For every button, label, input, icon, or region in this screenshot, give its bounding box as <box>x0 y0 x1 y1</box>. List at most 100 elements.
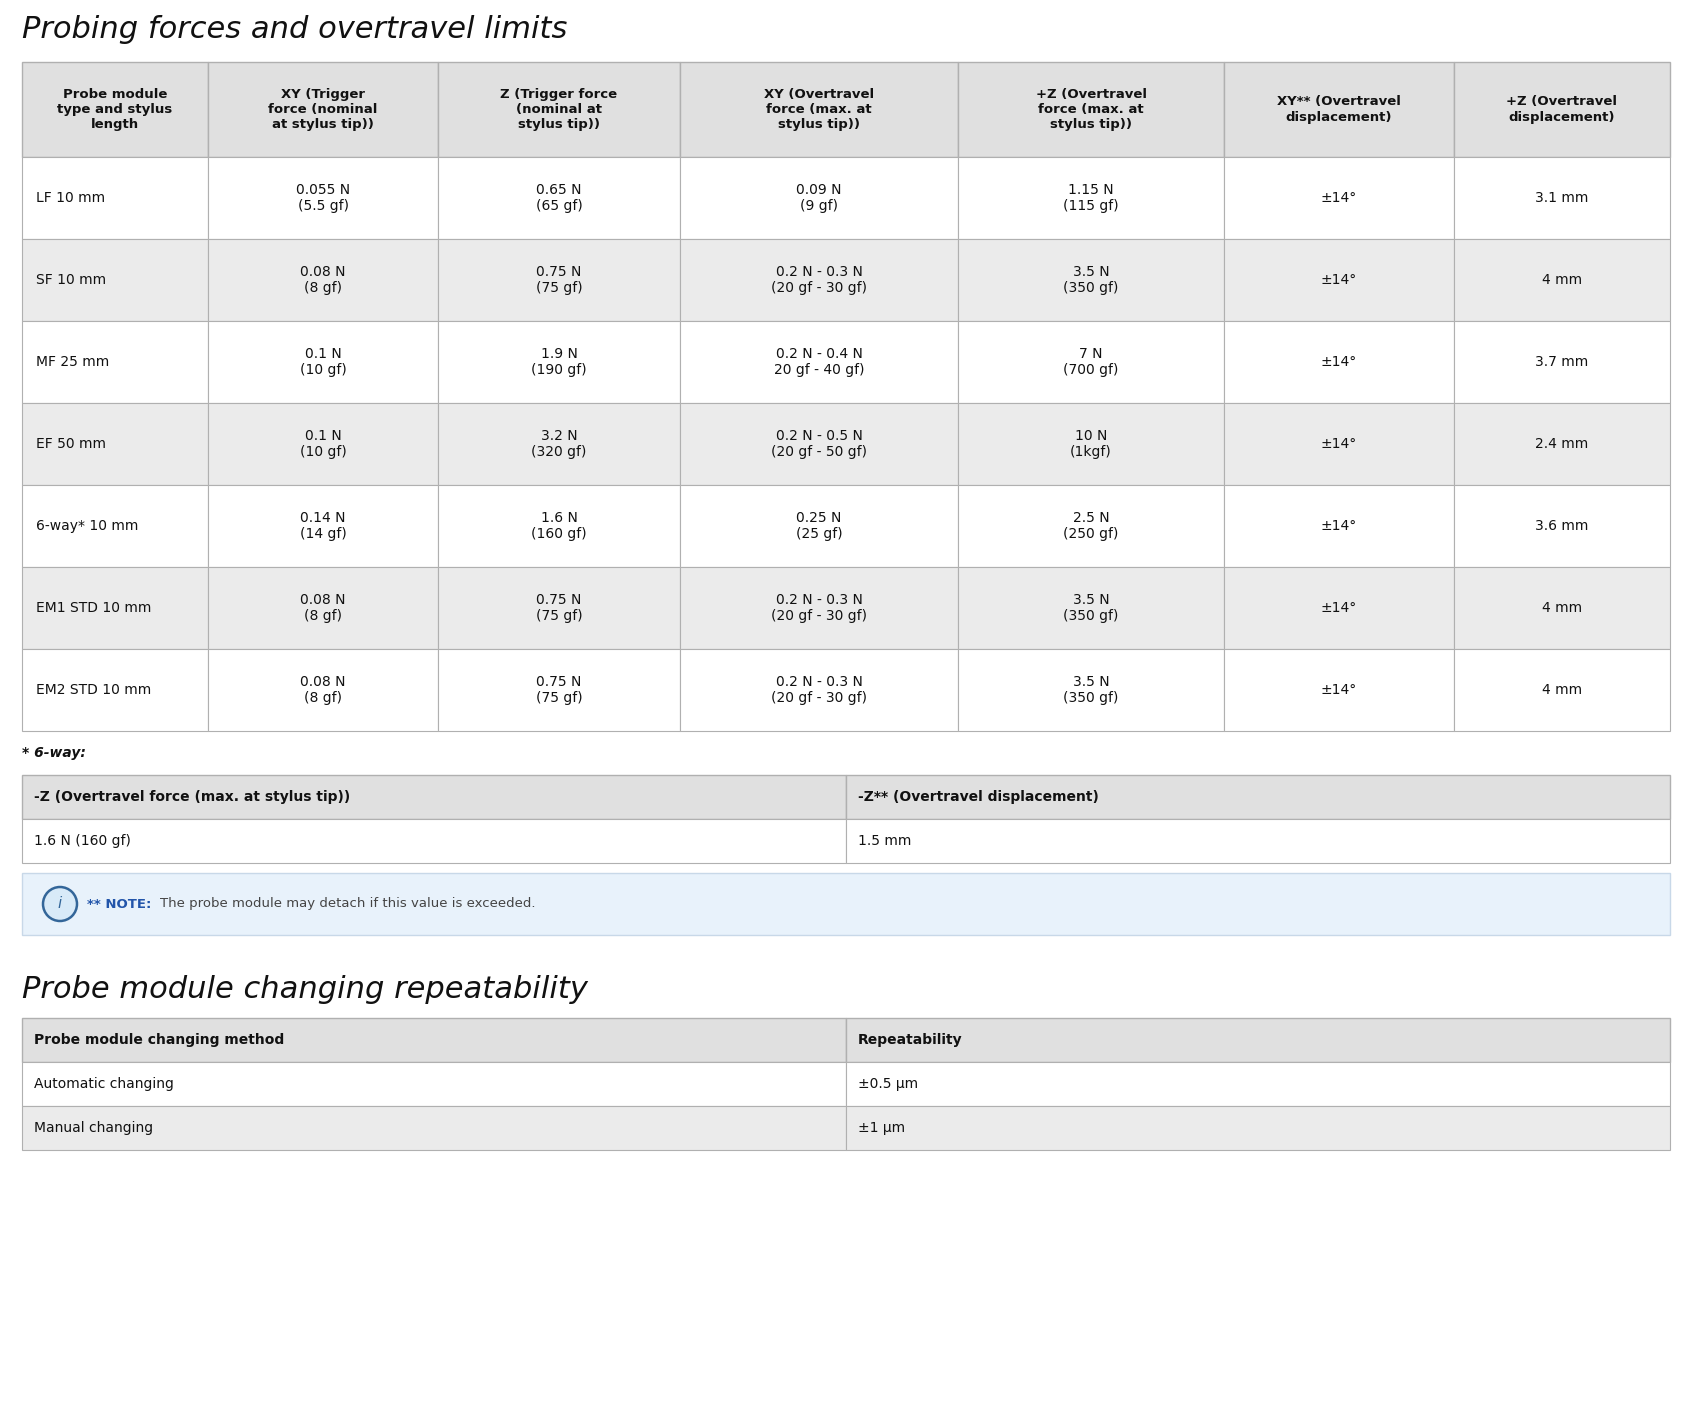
Bar <box>680 403 958 485</box>
Bar <box>958 485 1223 567</box>
Bar <box>208 320 438 403</box>
Text: 3.7 mm: 3.7 mm <box>1535 354 1589 369</box>
Text: 3.2 N
(320 gf): 3.2 N (320 gf) <box>531 428 587 459</box>
Text: 0.2 N - 0.3 N
(20 gf - 30 gf): 0.2 N - 0.3 N (20 gf - 30 gf) <box>772 675 866 705</box>
Text: EF 50 mm: EF 50 mm <box>36 437 107 451</box>
Bar <box>208 62 438 157</box>
Text: 1.6 N (160 gf): 1.6 N (160 gf) <box>34 834 130 848</box>
Bar <box>958 649 1223 732</box>
Text: Probe module changing repeatability: Probe module changing repeatability <box>22 976 587 1004</box>
Bar <box>680 567 958 649</box>
Text: XY (Trigger
force (nominal
at stylus tip)): XY (Trigger force (nominal at stylus tip… <box>269 88 377 130</box>
Text: ±14°: ±14° <box>1321 683 1357 698</box>
Bar <box>846 776 1670 820</box>
Text: 4 mm: 4 mm <box>1541 601 1582 615</box>
Bar <box>1223 62 1453 157</box>
Text: 0.2 N - 0.3 N
(20 gf - 30 gf): 0.2 N - 0.3 N (20 gf - 30 gf) <box>772 593 866 623</box>
Bar <box>438 485 680 567</box>
Bar <box>1223 649 1453 732</box>
Bar <box>208 403 438 485</box>
Text: ±1 μm: ±1 μm <box>858 1122 905 1134</box>
Text: 4 mm: 4 mm <box>1541 683 1582 698</box>
Text: 0.65 N
(65 gf): 0.65 N (65 gf) <box>536 183 582 213</box>
Text: 3.5 N
(350 gf): 3.5 N (350 gf) <box>1063 675 1118 705</box>
Bar <box>1453 240 1670 320</box>
Bar <box>22 1062 846 1106</box>
Text: EM2 STD 10 mm: EM2 STD 10 mm <box>36 683 151 698</box>
Text: ±14°: ±14° <box>1321 601 1357 615</box>
Text: Automatic changing: Automatic changing <box>34 1078 174 1090</box>
Bar <box>958 320 1223 403</box>
Bar <box>1453 649 1670 732</box>
Text: 3.5 N
(350 gf): 3.5 N (350 gf) <box>1063 265 1118 295</box>
Bar <box>1223 567 1453 649</box>
Bar <box>846 820 1670 864</box>
Bar <box>438 403 680 485</box>
Text: * 6-way:: * 6-way: <box>22 746 86 760</box>
Text: SF 10 mm: SF 10 mm <box>36 274 107 286</box>
Text: MF 25 mm: MF 25 mm <box>36 354 110 369</box>
Text: 0.08 N
(8 gf): 0.08 N (8 gf) <box>299 675 345 705</box>
Bar <box>22 567 208 649</box>
Bar <box>1223 485 1453 567</box>
Text: XY (Overtravel
force (max. at
stylus tip)): XY (Overtravel force (max. at stylus tip… <box>763 88 875 130</box>
Bar <box>1223 240 1453 320</box>
Bar <box>958 403 1223 485</box>
Bar <box>846 1062 1670 1106</box>
Text: ±0.5 μm: ±0.5 μm <box>858 1078 919 1090</box>
Bar <box>22 62 208 157</box>
Text: 2.5 N
(250 gf): 2.5 N (250 gf) <box>1063 510 1118 542</box>
Text: Repeatability: Repeatability <box>858 1032 963 1046</box>
Text: 6-way* 10 mm: 6-way* 10 mm <box>36 519 139 533</box>
Bar <box>438 240 680 320</box>
Bar <box>22 1018 846 1062</box>
Text: The probe module may detach if this value is exceeded.: The probe module may detach if this valu… <box>161 898 535 910</box>
Text: 3.1 mm: 3.1 mm <box>1535 191 1589 206</box>
Text: Probing forces and overtravel limits: Probing forces and overtravel limits <box>22 16 567 44</box>
Bar <box>680 649 958 732</box>
Bar <box>1453 567 1670 649</box>
Bar <box>846 1106 1670 1150</box>
Text: ±14°: ±14° <box>1321 437 1357 451</box>
Bar <box>1223 157 1453 240</box>
Text: 0.75 N
(75 gf): 0.75 N (75 gf) <box>536 675 582 705</box>
Bar <box>438 62 680 157</box>
Text: i: i <box>58 896 63 912</box>
Text: 0.08 N
(8 gf): 0.08 N (8 gf) <box>299 265 345 295</box>
Text: 0.2 N - 0.5 N
(20 gf - 50 gf): 0.2 N - 0.5 N (20 gf - 50 gf) <box>772 428 866 459</box>
Circle shape <box>42 888 78 922</box>
Text: EM1 STD 10 mm: EM1 STD 10 mm <box>36 601 151 615</box>
Text: 0.25 N
(25 gf): 0.25 N (25 gf) <box>795 510 843 542</box>
Text: XY** (Overtravel
displacement): XY** (Overtravel displacement) <box>1277 95 1401 123</box>
Text: 0.75 N
(75 gf): 0.75 N (75 gf) <box>536 593 582 623</box>
Bar <box>958 567 1223 649</box>
Text: ±14°: ±14° <box>1321 191 1357 206</box>
Text: 0.1 N
(10 gf): 0.1 N (10 gf) <box>299 428 347 459</box>
Bar <box>22 776 846 820</box>
Text: ** NOTE:: ** NOTE: <box>86 898 151 910</box>
Bar <box>22 820 846 864</box>
Bar <box>438 157 680 240</box>
Bar <box>208 240 438 320</box>
Bar <box>680 320 958 403</box>
Text: 10 N
(1kgf): 10 N (1kgf) <box>1069 428 1112 459</box>
Bar <box>1453 320 1670 403</box>
Text: LF 10 mm: LF 10 mm <box>36 191 105 206</box>
Text: 1.15 N
(115 gf): 1.15 N (115 gf) <box>1063 183 1118 213</box>
Text: 3.6 mm: 3.6 mm <box>1535 519 1589 533</box>
Text: ±14°: ±14° <box>1321 354 1357 369</box>
Bar <box>22 157 208 240</box>
Bar <box>1453 62 1670 157</box>
Text: 1.9 N
(190 gf): 1.9 N (190 gf) <box>531 347 587 377</box>
Bar <box>438 649 680 732</box>
Text: 1.5 mm: 1.5 mm <box>858 834 912 848</box>
Bar <box>438 320 680 403</box>
Text: 3.5 N
(350 gf): 3.5 N (350 gf) <box>1063 593 1118 623</box>
Text: 7 N
(700 gf): 7 N (700 gf) <box>1063 347 1118 377</box>
Text: 2.4 mm: 2.4 mm <box>1535 437 1589 451</box>
Text: 0.08 N
(8 gf): 0.08 N (8 gf) <box>299 593 345 623</box>
Bar <box>208 485 438 567</box>
Bar <box>438 567 680 649</box>
Text: 0.14 N
(14 gf): 0.14 N (14 gf) <box>299 510 347 542</box>
Bar <box>208 157 438 240</box>
